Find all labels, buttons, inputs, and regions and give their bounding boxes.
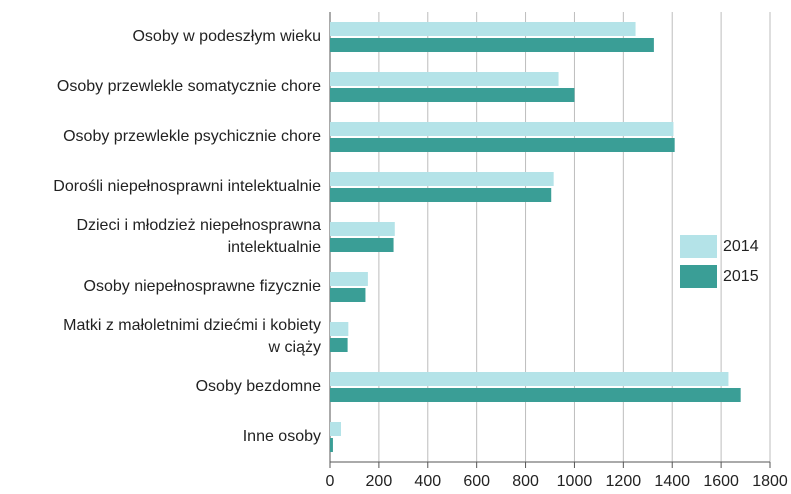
bar [330,88,575,102]
y-tick-label: Osoby niepełnosprawne fizycznie [84,278,322,295]
bar [330,338,348,352]
x-tick-label: 200 [366,473,393,490]
bar [330,372,729,386]
x-tick-label: 800 [512,473,539,490]
x-tick-label: 400 [414,473,441,490]
y-tick-label: Osoby bezdomne [196,378,322,395]
bar [330,122,674,136]
bar [330,422,341,436]
x-tick-label: 1800 [752,473,788,490]
x-tick-label: 1600 [703,473,739,490]
bar [330,238,394,252]
legend-label: 2014 [723,238,759,255]
bar [330,72,559,86]
bar [330,188,552,202]
x-tick-label: 1200 [606,473,642,490]
bar [330,388,741,402]
bar [330,322,349,336]
legend-swatch [680,265,717,288]
legend-label: 2015 [723,268,759,285]
y-tick-label: Osoby przewlekle somatycznie chore [57,78,321,95]
bar [330,38,654,52]
x-tick-label: 1400 [654,473,690,490]
x-tick-label: 600 [463,473,490,490]
bar [330,288,366,302]
bar [330,222,395,236]
y-tick-label: Dorośli niepełnosprawni intelektualnie [53,178,321,195]
x-tick-label: 0 [326,473,335,490]
bar [330,172,554,186]
y-tick-label: Osoby w podeszłym wieku [132,28,321,45]
bar [330,138,675,152]
y-tick-label: Dzieci i młodzież niepełnosprawna intelek… [76,217,321,256]
bar [330,272,368,286]
bar [330,22,636,36]
legend-swatch [680,235,717,258]
y-tick-label: Osoby przewlekle psychicznie chore [63,128,321,145]
bar [330,438,333,452]
y-tick-label: Matki z małoletnimi dziećmi i kobiety w c… [63,317,321,356]
y-tick-label: Inne osoby [243,428,321,445]
x-tick-label: 1000 [557,473,593,490]
